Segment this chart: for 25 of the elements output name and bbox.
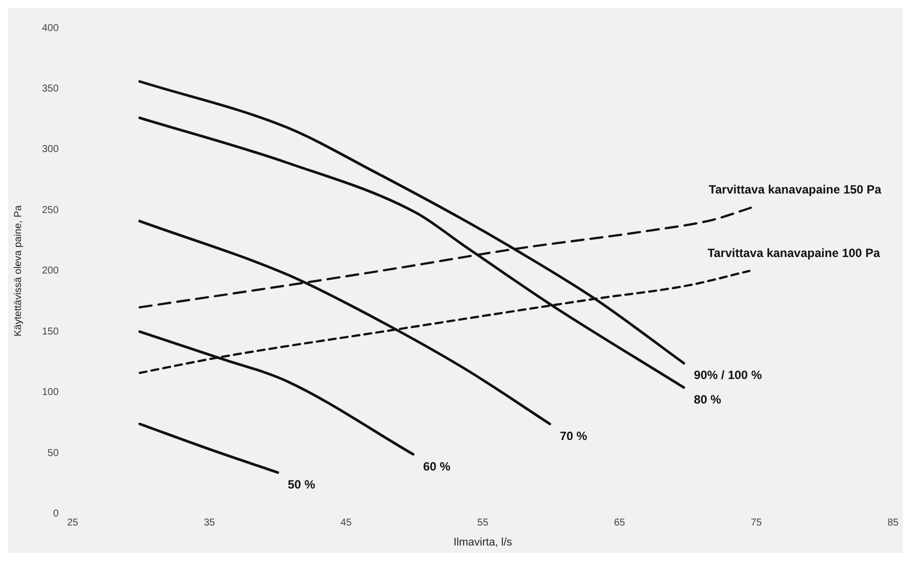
- y-tick-label: 150: [42, 326, 60, 338]
- x-tick-label: 25: [67, 518, 79, 529]
- series-label: 60 %: [423, 459, 451, 474]
- y-tick-label: 200: [42, 266, 60, 277]
- series-label: 70 %: [560, 428, 588, 443]
- y-tick-label: 300: [42, 144, 60, 156]
- y-tick-label: 0: [53, 508, 60, 520]
- x-tick-label: 55: [477, 518, 489, 529]
- series-label: 50 %: [288, 478, 316, 492]
- series-label: 90% / 100 %: [694, 368, 762, 382]
- y-axis-title: Käytettävissä oleva paine, Pa: [12, 204, 24, 336]
- series-label: Tarvittava kanavapaine 150 Pa: [708, 182, 882, 197]
- x-tick-label: 85: [887, 518, 899, 529]
- y-tick-label: 350: [42, 83, 60, 94]
- series-label: 80 %: [694, 392, 722, 406]
- x-tick-label: 35: [204, 518, 216, 529]
- series-label: Tarvittava kanavapaine 100 Pa: [707, 246, 880, 260]
- y-tick-label: 400: [42, 22, 60, 34]
- x-tick-label: 65: [614, 518, 626, 529]
- y-tick-label: 100: [42, 387, 60, 398]
- x-axis-title: Ilmavirta, l/s: [454, 536, 513, 548]
- y-tick-label: 50: [48, 448, 60, 459]
- y-tick-label: 250: [42, 204, 60, 216]
- x-tick-label: 75: [750, 518, 762, 529]
- x-tick-label: 45: [340, 518, 352, 529]
